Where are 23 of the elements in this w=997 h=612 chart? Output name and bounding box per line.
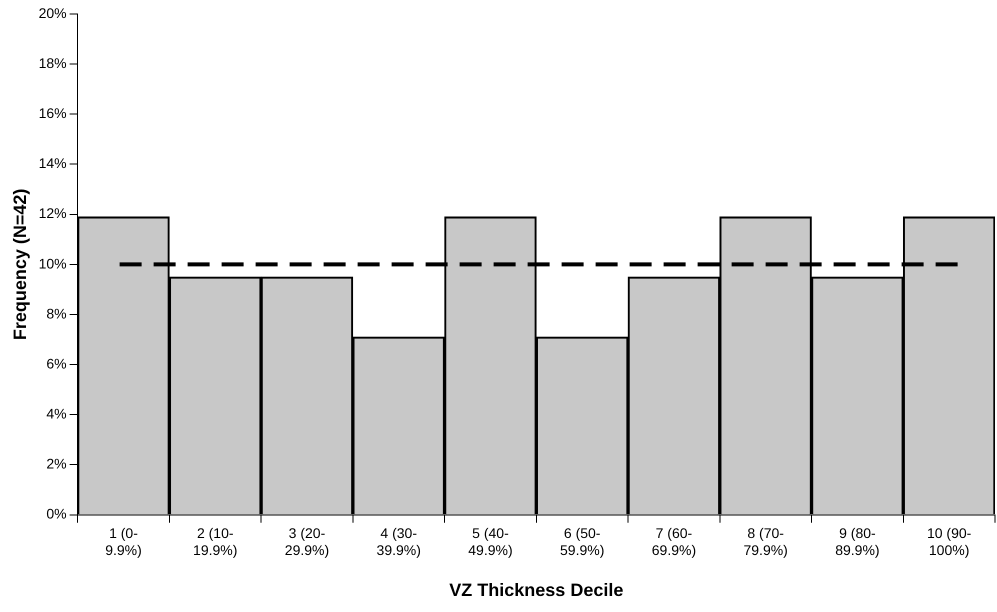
y-tick-label: 14%	[38, 155, 67, 172]
x-tick-label: 5 (40- 49.9%)	[468, 525, 513, 558]
y-tick-label: 18%	[38, 54, 67, 71]
x-tick-label: 7 (60- 69.9%)	[652, 525, 696, 558]
y-tick-label: 2%	[46, 456, 67, 472]
y-tick-label: 16%	[38, 105, 67, 122]
x-tick-label: 4 (30- 39.9%)	[376, 525, 421, 558]
x-tick-label: 6 (50- 59.9%)	[560, 525, 604, 558]
x-axis-title: VZ Thickness Decile	[449, 580, 624, 600]
y-tick-label: 10%	[38, 255, 67, 272]
y-tick-label: 20%	[38, 4, 67, 21]
y-tick-label: 12%	[38, 205, 67, 222]
x-tick-label: 9 (80- 89.9%)	[835, 525, 880, 558]
x-tick-label: 10 (90- 100%)	[926, 525, 972, 558]
y-tick-label: 8%	[46, 305, 67, 322]
y-tick-label: 4%	[46, 406, 67, 422]
x-tick-label: 2 (10- 19.9%)	[193, 525, 238, 558]
y-tick-label: 0%	[46, 506, 67, 522]
y-axis-title: Frequency (N=42)	[10, 188, 30, 340]
x-tick-label: 1 (0- 9.9%)	[105, 525, 142, 558]
y-tick-label: 6%	[46, 355, 67, 372]
x-tick-label: 3 (20- 29.9%)	[284, 525, 330, 558]
x-tick-label: 8 (70- 79.9%)	[743, 525, 788, 558]
